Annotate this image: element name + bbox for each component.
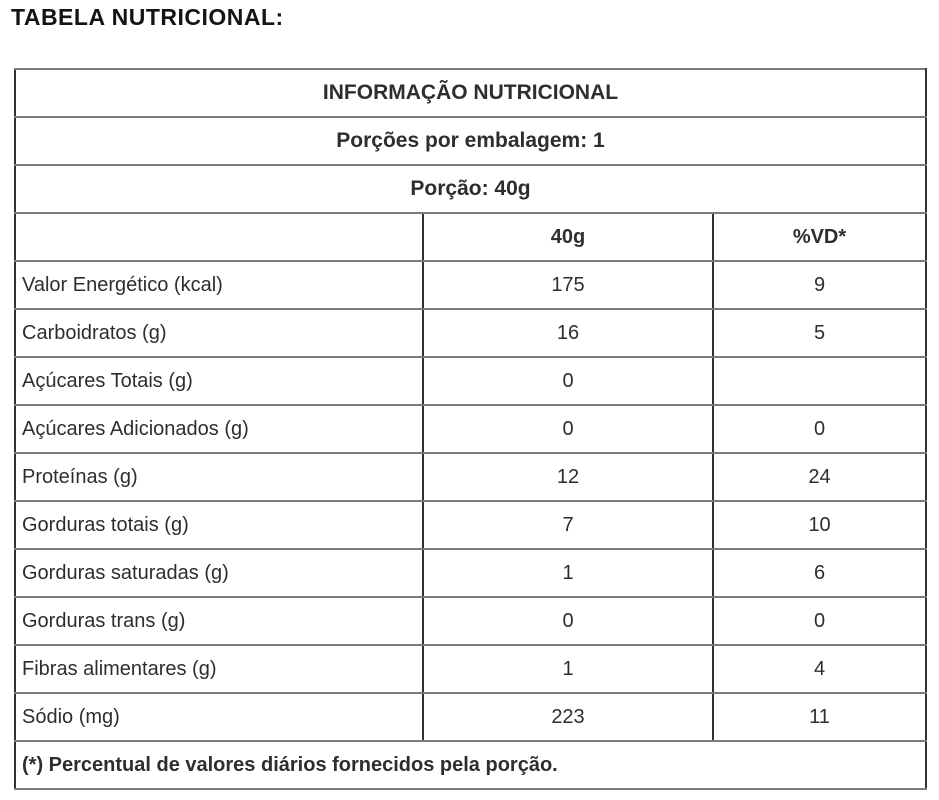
nutrient-label: Gorduras saturadas (g) (14, 548, 423, 598)
nutrient-dv: 9 (712, 260, 927, 310)
nutrient-dv: 0 (712, 596, 927, 646)
nutrient-label: Sódio (mg) (14, 692, 423, 742)
nutrient-amount: 0 (422, 356, 713, 406)
table-row: Proteínas (g) 12 24 (14, 452, 927, 502)
nutrient-dv (712, 356, 927, 406)
nutrient-amount: 175 (422, 260, 713, 310)
nutrient-amount: 1 (422, 644, 713, 694)
column-header-row: 40g %VD* (14, 212, 927, 262)
portion-row: Porção: 40g (14, 164, 927, 214)
nutrient-amount: 7 (422, 500, 713, 550)
nutrient-amount: 16 (422, 308, 713, 358)
nutrient-amount: 1 (422, 548, 713, 598)
column-header-label (14, 212, 423, 262)
footnote-row: (*) Percentual de valores diários fornec… (14, 740, 927, 790)
nutrient-amount: 0 (422, 404, 713, 454)
servings-row: Porções por embalagem: 1 (14, 116, 927, 166)
nutrient-dv: 10 (712, 500, 927, 550)
column-header-dv: %VD* (712, 212, 927, 262)
portion-size: Porção: 40g (14, 164, 927, 214)
page-title: TABELA NUTRICIONAL: (11, 4, 284, 30)
table-row: Açúcares Totais (g) 0 (14, 356, 927, 406)
table-row: Sódio (mg) 223 11 (14, 692, 927, 742)
nutrient-label: Açúcares Totais (g) (14, 356, 423, 406)
nutrient-amount: 0 (422, 596, 713, 646)
nutrient-dv: 11 (712, 692, 927, 742)
nutrient-label: Gorduras trans (g) (14, 596, 423, 646)
nutrient-label: Açúcares Adicionados (g) (14, 404, 423, 454)
footnote-text: (*) Percentual de valores diários fornec… (14, 740, 927, 790)
table-row: Fibras alimentares (g) 1 4 (14, 644, 927, 694)
nutrient-amount: 223 (422, 692, 713, 742)
servings-per-package: Porções por embalagem: 1 (14, 116, 927, 166)
nutrient-dv: 5 (712, 308, 927, 358)
nutrient-label: Fibras alimentares (g) (14, 644, 423, 694)
nutrient-dv: 24 (712, 452, 927, 502)
nutrient-label: Proteínas (g) (14, 452, 423, 502)
table-title: INFORMAÇÃO NUTRICIONAL (14, 68, 927, 118)
table-row: Carboidratos (g) 16 5 (14, 308, 927, 358)
nutrient-label: Gorduras totais (g) (14, 500, 423, 550)
nutrition-table: INFORMAÇÃO NUTRICIONAL Porções por embal… (14, 68, 927, 790)
table-title-row: INFORMAÇÃO NUTRICIONAL (14, 68, 927, 118)
table-row: Gorduras saturadas (g) 1 6 (14, 548, 927, 598)
table-row: Açúcares Adicionados (g) 0 0 (14, 404, 927, 454)
table-row: Valor Energético (kcal) 175 9 (14, 260, 927, 310)
table-row: Gorduras totais (g) 7 10 (14, 500, 927, 550)
table-row: Gorduras trans (g) 0 0 (14, 596, 927, 646)
nutrient-label: Valor Energético (kcal) (14, 260, 423, 310)
nutrient-amount: 12 (422, 452, 713, 502)
nutrient-dv: 6 (712, 548, 927, 598)
nutrient-label: Carboidratos (g) (14, 308, 423, 358)
nutrient-dv: 0 (712, 404, 927, 454)
nutrient-dv: 4 (712, 644, 927, 694)
column-header-amount: 40g (422, 212, 713, 262)
nutrition-rows: Valor Energético (kcal) 175 9 Carboidrat… (14, 260, 927, 742)
